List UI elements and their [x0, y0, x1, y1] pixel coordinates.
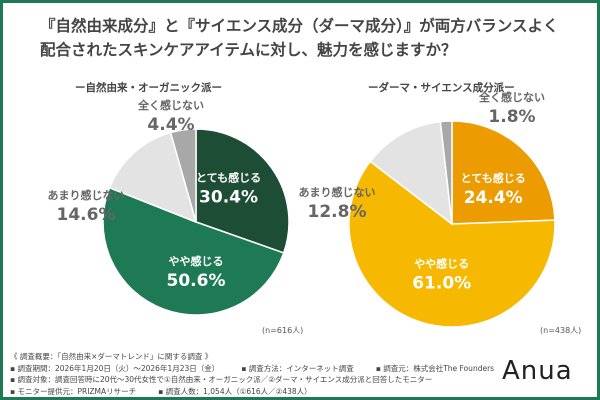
- pie-slice: [451, 120, 556, 225]
- footer-item: ▪ 調査人数：1,054人（①616人／②438人）: [158, 386, 312, 396]
- title-line: 配合されたスキンケアアイテムに対し、魅力を感じますか？: [40, 41, 457, 59]
- slice-label: やや感じる: [169, 254, 224, 268]
- footer-item: ▪ 調査元：株式会社The Founders: [375, 363, 495, 373]
- slice-value: 12.8%: [308, 202, 367, 222]
- slice-value: 50.6%: [167, 271, 226, 291]
- chart-title-right: ーダーマ・サイエンス成分派ー: [368, 82, 515, 94]
- n-label-right: (n=438人): [540, 326, 582, 335]
- slice-label: やや感じる: [414, 257, 469, 271]
- footer-notes: 《 調査概要：「自然由来×ダーマトレンド」に関する調査 》 ▪ 調査期間：202…: [10, 351, 516, 397]
- slice-value: 61.0%: [412, 274, 471, 294]
- footer-line: ▪ 調査対象：調査回答時に20代～30代女性で①自然由来・オーガニック派／②ダー…: [10, 375, 433, 384]
- slice-value: 14.6%: [57, 205, 116, 225]
- slice-value: 4.4%: [147, 115, 194, 135]
- title-line: 『自然由来成分』と『サイエンス成分（ダーマ成分）』が両方バランスよく: [40, 17, 559, 35]
- pie-slice: [195, 128, 290, 254]
- chart-title-left: ー自然由来・オーガニック派ー: [75, 82, 222, 94]
- slice-value: 1.8%: [488, 107, 535, 127]
- page-title: 『自然由来成分』と『サイエンス成分（ダーマ成分）』が両方バランスよく 配合されたス…: [40, 14, 560, 62]
- pie-slice: [108, 131, 198, 224]
- pie-slice: [369, 120, 453, 226]
- footer-item: ▪ 調査方法：インターネット調査: [241, 363, 354, 373]
- slice-label: 全く感じない: [137, 98, 204, 112]
- anua-logo: Anua: [502, 356, 573, 386]
- footer-item: ▪ 調査期間：2026年1月20日（火）～2026年1月23日（金）: [10, 363, 220, 373]
- pie-slice: [348, 160, 556, 328]
- slice-value: 30.4%: [199, 187, 258, 207]
- slice-value: 24.4%: [464, 188, 523, 208]
- slice-label: あまり感じない: [299, 185, 376, 199]
- pie-slice: [439, 120, 453, 225]
- footer-item: ▪ モニター提供元：PRIZMAリサーチ: [10, 386, 137, 396]
- pie-slice: [169, 128, 197, 223]
- n-label-left: (n=616人): [262, 326, 304, 335]
- pie-slice: [102, 186, 285, 316]
- slice-label: とても感じる: [196, 170, 261, 184]
- slice-label: とても感じる: [461, 171, 526, 185]
- slice-label: 全く感じない: [478, 90, 545, 104]
- footer-line: 《 調査概要：「自然由来×ダーマトレンド」に関する調査 》: [10, 352, 213, 361]
- slice-label: あまり感じない: [48, 188, 125, 202]
